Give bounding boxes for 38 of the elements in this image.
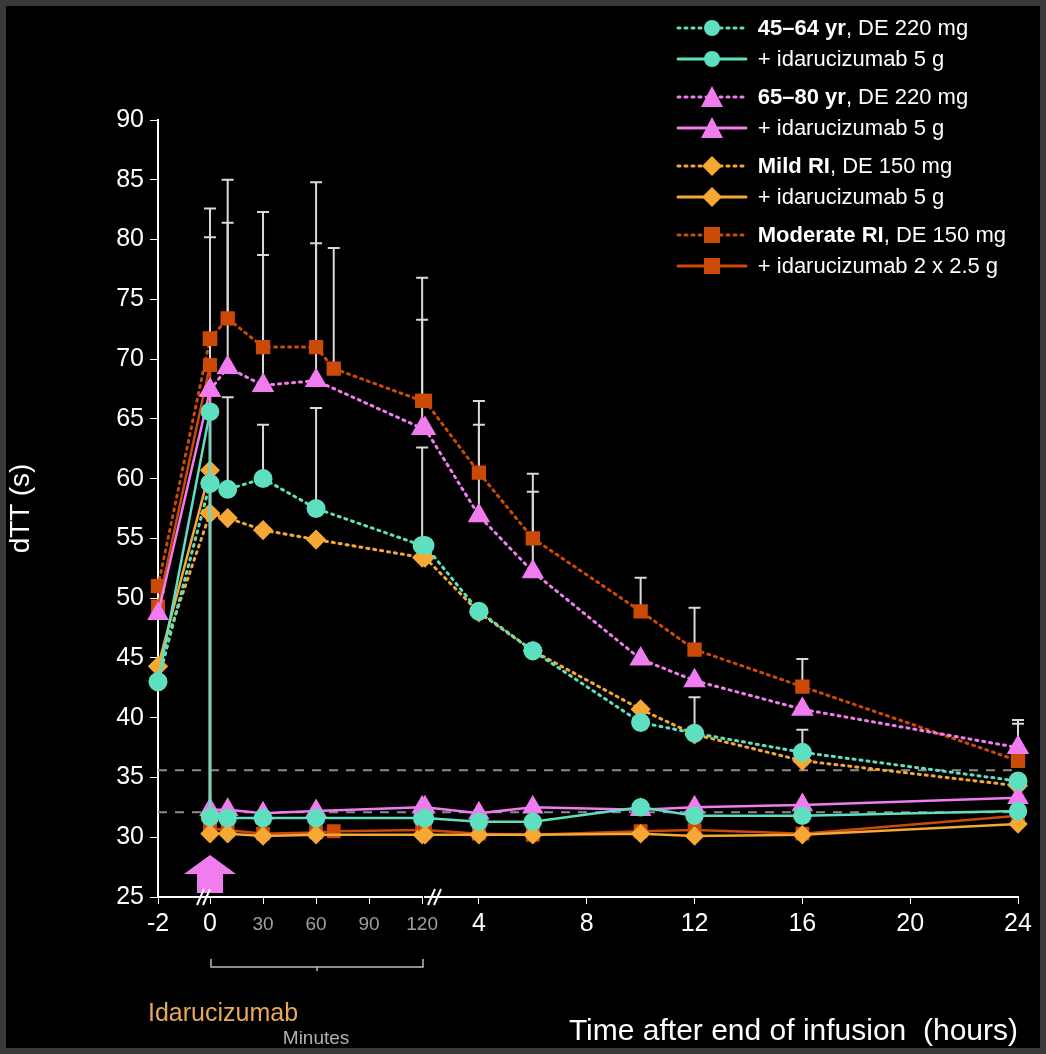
x-axis-title: Minutes (282, 1026, 350, 1048)
x-tick-label: 8 (579, 907, 594, 936)
x-tick-label: 120 (406, 912, 438, 934)
y-tick-label: 70 (116, 342, 144, 371)
y-tick-label: 80 (116, 223, 144, 252)
x-tick-label: 0 (203, 907, 217, 936)
y-tick-label: 40 (116, 701, 144, 730)
x-tick-label: -2 (146, 907, 170, 936)
text: Idarucizumab (148, 998, 299, 1027)
x-tick-label: 24 (1004, 907, 1032, 936)
y-tick-label: 35 (116, 761, 144, 790)
y-tick-label: 90 (116, 103, 144, 132)
legend-label: 65–80 yr, DE 220 mg (757, 83, 969, 111)
x-tick-label: 30 (252, 912, 274, 934)
x-tick-label: 12 (680, 907, 709, 936)
y-tick-label: 60 (116, 462, 144, 491)
x-axis-title: Time after end of infusion (hours) (568, 1013, 1018, 1047)
x-tick-label: 16 (788, 907, 817, 936)
legend-label: + idarucizumab 2 x 2.5 g (757, 252, 999, 280)
legend-label: + idarucizumab 5 g (757, 114, 945, 142)
y-tick-label: 50 (116, 582, 144, 611)
y-axis-title: dTT (s) (3, 463, 35, 554)
y-tick-label: 45 (116, 641, 144, 670)
legend-label: + idarucizumab 5 g (757, 183, 945, 211)
x-tick-label: 20 (896, 907, 925, 936)
x-tick-label: 60 (305, 912, 327, 934)
legend-label: 45–64 yr, DE 220 mg (757, 14, 969, 42)
y-tick-label: 25 (116, 880, 144, 909)
legend-label: Moderate RI, DE 150 mg (757, 221, 1006, 249)
y-tick-label: 55 (116, 522, 144, 551)
y-tick-label: 65 (116, 402, 144, 431)
y-tick-label: 85 (116, 163, 144, 192)
legend-label: Mild RI, DE 150 mg (757, 152, 953, 180)
legend-label: + idarucizumab 5 g (757, 45, 945, 73)
y-tick-label: 30 (116, 821, 144, 850)
x-tick-label: 90 (358, 912, 380, 934)
y-tick-label: 75 (116, 283, 144, 312)
x-tick-label: 4 (471, 907, 486, 936)
